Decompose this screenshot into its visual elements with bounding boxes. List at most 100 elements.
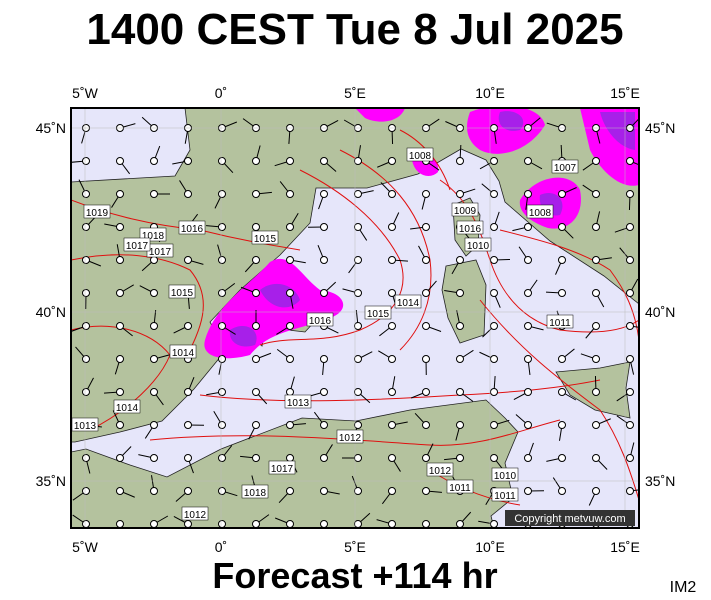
isobar-label: 1013	[287, 398, 310, 409]
station	[592, 421, 600, 429]
station	[524, 190, 532, 198]
station	[490, 388, 498, 396]
isobar-label: 1007	[554, 163, 577, 174]
station	[388, 223, 396, 231]
station	[422, 223, 430, 231]
station	[286, 223, 294, 231]
station	[82, 454, 90, 462]
station	[388, 487, 396, 495]
station	[252, 421, 260, 429]
station	[422, 289, 430, 297]
station	[82, 157, 90, 165]
station	[286, 322, 294, 330]
axis-labels: 5˚W 5˚W 0˚ 0˚ 5˚E 5˚E 10˚E 10˚E 15˚E 15˚E 45˚N 45˚N…	[36, 85, 676, 555]
isobar-label: 1015	[367, 309, 390, 320]
station	[490, 256, 498, 264]
isobar-label-bg	[306, 312, 334, 327]
station	[558, 223, 566, 231]
station	[524, 223, 532, 231]
station	[354, 190, 362, 198]
copyright: Copyright metvuw.com	[514, 513, 625, 525]
station	[184, 388, 192, 396]
station	[388, 157, 396, 165]
isobar-label: 1018	[244, 488, 267, 499]
station	[592, 388, 600, 396]
isobar-label-bg	[268, 460, 296, 475]
station	[558, 190, 566, 198]
station	[626, 157, 634, 165]
isobar-label: 1017	[126, 241, 149, 252]
station	[116, 454, 124, 462]
station	[626, 421, 634, 429]
station	[558, 256, 566, 264]
station	[252, 388, 260, 396]
isobar-label-bg	[426, 462, 454, 477]
isobar-label: 1014	[172, 348, 195, 359]
station	[218, 289, 226, 297]
station	[218, 157, 226, 165]
isobar-label-bg	[123, 237, 151, 252]
station	[524, 487, 532, 495]
station	[456, 454, 464, 462]
bay-of-biscay	[71, 108, 191, 183]
isobar-label: 1012	[184, 510, 207, 521]
lon-label-bottom: 15˚E	[610, 539, 640, 555]
station	[184, 520, 192, 528]
station	[354, 289, 362, 297]
station	[320, 454, 328, 462]
station	[82, 322, 90, 330]
station	[320, 421, 328, 429]
station	[626, 355, 634, 363]
isobar-label-bg	[284, 394, 312, 409]
isobar-label: 1015	[254, 234, 277, 245]
station	[218, 388, 226, 396]
station	[524, 454, 532, 462]
isobar-label: 1019	[86, 208, 109, 219]
lon-label-top: 15˚E	[610, 85, 640, 101]
station	[150, 355, 158, 363]
isobar-label-bg	[546, 314, 574, 329]
station	[150, 190, 158, 198]
station	[422, 421, 430, 429]
isobar-label-bg	[406, 147, 434, 162]
station	[82, 355, 90, 363]
station	[592, 487, 600, 495]
station	[456, 388, 464, 396]
station	[422, 520, 430, 528]
station	[252, 190, 260, 198]
station	[626, 256, 634, 264]
station	[320, 223, 328, 231]
station	[490, 289, 498, 297]
station	[218, 355, 226, 363]
station	[218, 454, 226, 462]
station	[184, 487, 192, 495]
station	[388, 421, 396, 429]
isobar-label-bg	[464, 237, 492, 252]
station	[116, 520, 124, 528]
station	[490, 421, 498, 429]
station	[252, 454, 260, 462]
sardinia	[441, 259, 487, 344]
station	[388, 190, 396, 198]
isobar-label-bg	[178, 220, 206, 235]
land-europe	[71, 108, 639, 443]
station	[82, 289, 90, 297]
station	[320, 289, 328, 297]
station	[150, 454, 158, 462]
station	[116, 421, 124, 429]
image-code: IM2	[670, 579, 697, 596]
station	[626, 190, 634, 198]
station	[626, 289, 634, 297]
station	[524, 421, 532, 429]
station	[456, 289, 464, 297]
station	[184, 421, 192, 429]
station	[490, 355, 498, 363]
station	[286, 487, 294, 495]
station	[218, 487, 226, 495]
isobar-label-bg	[394, 294, 422, 309]
station	[422, 487, 430, 495]
station	[422, 256, 430, 264]
station	[354, 388, 362, 396]
station	[116, 256, 124, 264]
